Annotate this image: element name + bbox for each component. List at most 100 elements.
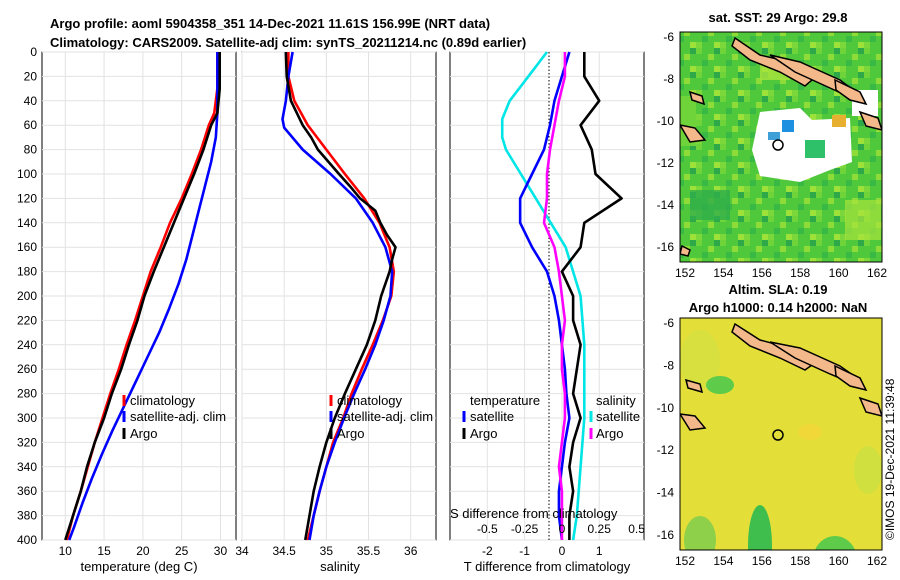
legend-s-satellite: satellite [596, 409, 640, 424]
x-tick-label: 34.5 [272, 544, 296, 558]
figure-title-line2: Climatology: CARS2009. Satellite-adj cli… [50, 35, 526, 50]
x-tick-label: 36 [404, 544, 418, 558]
difference-legend-left: temperature satellite Argo [462, 393, 540, 441]
series-argo [284, 51, 397, 541]
series-satellite-adj-clim [67, 52, 219, 541]
depth-tick-label: 60 [24, 118, 38, 132]
map-lat-tick: -8 [663, 72, 674, 86]
s-tick-label: 0.25 [588, 522, 612, 536]
sla-anomaly [854, 446, 882, 494]
map-lat-tick: -14 [657, 486, 675, 500]
map-lat-tick: -10 [657, 401, 675, 415]
legend-salinity-header: salinity [596, 393, 636, 408]
x-tick-label: 34 [235, 544, 249, 558]
salinity-legend: climatology satellite-adj. clim Argo [329, 393, 433, 441]
map-lon-tick: 152 [675, 266, 695, 280]
island-shape [684, 378, 704, 394]
map-lat-tick: -14 [657, 198, 675, 212]
depth-tick-label: 140 [17, 216, 37, 230]
sla-anomaly [684, 516, 716, 550]
depth-tick-label: 120 [17, 191, 37, 205]
x-tick-label: -1 [519, 544, 530, 558]
legend-satellite: satellite-adj. clim [337, 409, 433, 424]
island-shape [680, 244, 691, 257]
depth-tick-label: 80 [24, 143, 38, 157]
s-tick-label: 0.5 [628, 522, 645, 536]
depth-tick-label: 360 [17, 484, 37, 498]
sst-patch [782, 120, 794, 132]
map-lon-tick: 156 [752, 554, 772, 568]
sst-map-title: sat. SST: 29 Argo: 29.8 [709, 10, 848, 25]
depth-tick-label: 40 [24, 94, 38, 108]
map-lon-tick: 158 [790, 554, 810, 568]
map-lat-tick: -16 [657, 528, 675, 542]
t-difference-xlabel: T difference from climatology [464, 559, 631, 574]
map-lon-tick: 162 [867, 266, 887, 280]
series-satellite-adj-clim [281, 51, 394, 541]
depth-tick-label: 400 [17, 533, 37, 547]
depth-tick-label: 280 [17, 387, 37, 401]
temperature-panel: 10 15 20 25 30 temperature (deg C) climatolo… [41, 51, 237, 574]
depth-tick-label: 240 [17, 338, 37, 352]
depth-tick-label: 340 [17, 460, 37, 474]
legend-argo: Argo [337, 426, 364, 441]
map-lon-tick: 160 [829, 266, 849, 280]
island-shape [680, 124, 707, 143]
temperature-xlabel: temperature (deg C) [80, 559, 197, 574]
map-lat-tick: -16 [657, 240, 675, 254]
s-difference-label: S difference from climatology [450, 506, 618, 521]
map-lat-tick: -6 [663, 30, 674, 44]
map-lat-tick: -12 [657, 443, 675, 457]
series-t-argo [560, 52, 623, 540]
sla-map-title-1: Altim. SLA: 0.19 [729, 282, 828, 297]
depth-tick-label: 180 [17, 265, 37, 279]
sla-anomaly [680, 330, 720, 390]
salinity-panel: 34 34.5 35 35.5 36 salinity climatology sate… [235, 51, 437, 574]
sla-map-frame [679, 317, 883, 551]
sla-map-title-2: Argo h1000: 0.14 h2000: NaN [689, 300, 867, 315]
imos-credit: ©IMOS 19-Dec-2021 11:39:48 [883, 378, 897, 540]
island-shape [858, 396, 882, 417]
sst-patch [690, 190, 730, 220]
map-lon-tick: 154 [713, 554, 733, 568]
x-tick-label: -2 [482, 544, 493, 558]
depth-tick-label: 380 [17, 509, 37, 523]
depth-axis: 0 20 40 60 80 100 120 140 160 180 200 220 240 260 280 3… [17, 45, 37, 547]
sst-cloud-gap [752, 108, 852, 182]
map-lon-tick: 160 [829, 554, 849, 568]
depth-tick-label: 320 [17, 435, 37, 449]
argo-float-marker [772, 139, 784, 151]
legend-temperature-header: temperature [470, 393, 540, 408]
map-lon-tick: 156 [752, 266, 772, 280]
island-shape [688, 90, 706, 106]
depth-tick-label: 300 [17, 411, 37, 425]
depth-tick-label: 20 [24, 69, 38, 83]
sst-patch [845, 200, 881, 240]
figure-title-line1: Argo profile: aoml 5904358_351 14-Dec-20… [50, 16, 490, 31]
legend-satellite: satellite-adj. clim [130, 409, 226, 424]
depth-tick-label: 220 [17, 313, 37, 327]
legend-climatology: climatology [130, 393, 196, 408]
difference-legend-right: salinity satellite Argo [589, 393, 640, 441]
series-s-satellite [518, 51, 571, 541]
sla-anomaly [706, 376, 734, 394]
sst-map: sat. SST: 29 Argo: 29.8 152 154 156 158 160 1… [657, 10, 888, 280]
x-tick-label: 1 [596, 544, 603, 558]
depth-tick-label: 200 [17, 289, 37, 303]
sst-patch [832, 115, 846, 127]
sst-patch [768, 132, 780, 140]
x-tick-label: 25 [175, 544, 189, 558]
x-tick-label: 35.5 [357, 544, 381, 558]
temperature-legend: climatology satellite-adj. clim Argo [122, 393, 226, 441]
map-lon-tick: 152 [675, 554, 695, 568]
map-lat-tick: -10 [657, 114, 675, 128]
legend-t-argo: Argo [470, 426, 497, 441]
sla-anomaly [815, 536, 855, 550]
sst-patch [805, 140, 825, 158]
island-shape [858, 110, 882, 131]
series-t-satellite [500, 51, 586, 541]
depth-tick-label: 0 [30, 45, 37, 59]
depth-tick-label: 160 [17, 240, 37, 254]
s-tick-label: -0.5 [477, 522, 498, 536]
map-lat-tick: -8 [663, 358, 674, 372]
